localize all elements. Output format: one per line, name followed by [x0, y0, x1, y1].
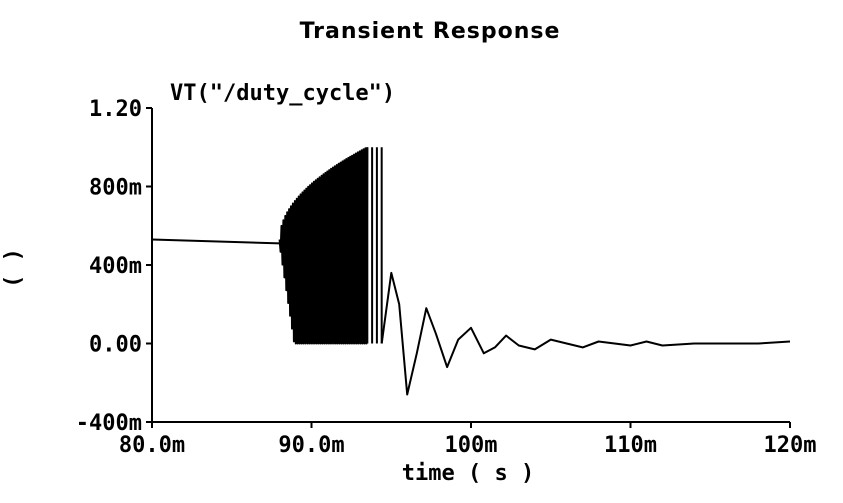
y-tick-label: -400m — [76, 411, 142, 436]
y-tick-label: 0.00 — [89, 333, 142, 358]
y-tick-label: 800m — [89, 176, 142, 201]
x-tick-label: 90.0m — [278, 433, 344, 458]
trace-oscillation — [278, 147, 369, 345]
series-label: VT("/duty_cycle") — [170, 81, 395, 106]
x-tick-label: 80.0m — [119, 433, 185, 458]
x-tick-label: 120m — [764, 433, 817, 458]
trace-damped-ringing — [380, 271, 791, 396]
y-tick-label: 400m — [89, 254, 142, 279]
y-axis-label: ( ) — [1, 248, 26, 288]
y-tick-label: 1.20 — [89, 97, 142, 122]
x-tick-label: 110m — [604, 433, 657, 458]
x-tick-label: 100m — [445, 433, 498, 458]
x-axis-label: time ( s ) — [402, 461, 534, 486]
trace-pre-oscillation — [151, 238, 280, 245]
chart-title: Transient Response — [300, 19, 561, 44]
axes — [151, 108, 790, 423]
plot-area — [151, 147, 791, 396]
